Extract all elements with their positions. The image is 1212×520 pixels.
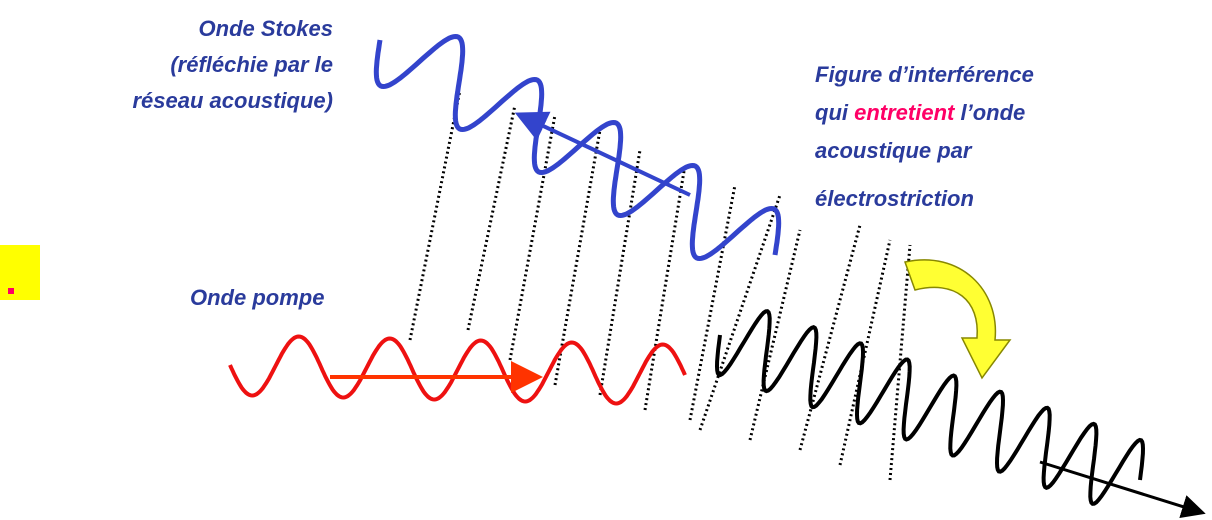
fringe [750,230,800,440]
stokes-arrow [522,116,690,195]
stokes-wave [376,37,778,259]
curved-arrow [905,260,1010,378]
yellow-box [0,245,40,300]
diagram: Onde Stokes (réfléchie par le réseau aco… [0,0,1212,520]
highlight: entretient [854,100,956,125]
pink-dot [8,288,14,294]
fringe [840,240,890,465]
stokes-line: Onde Stokes [199,16,333,41]
pump-label: Onde pompe [190,285,324,310]
interference-line: Figure d’interférence [815,62,1034,87]
interference-line: qui entretient l’onde [815,100,1025,125]
interference-line: électrostriction [815,186,974,211]
fringe [468,105,515,330]
stokes-line: (réfléchie par le [170,52,333,77]
pump-wave [230,337,685,404]
fringe [800,225,860,450]
stokes-line: réseau acoustique) [132,88,333,113]
fringe [600,150,640,395]
text-part: l’onde [954,100,1025,125]
text-part: qui [815,100,854,125]
fringe [410,90,460,340]
interference-line: acoustique par [815,138,973,163]
fringe [645,165,685,410]
